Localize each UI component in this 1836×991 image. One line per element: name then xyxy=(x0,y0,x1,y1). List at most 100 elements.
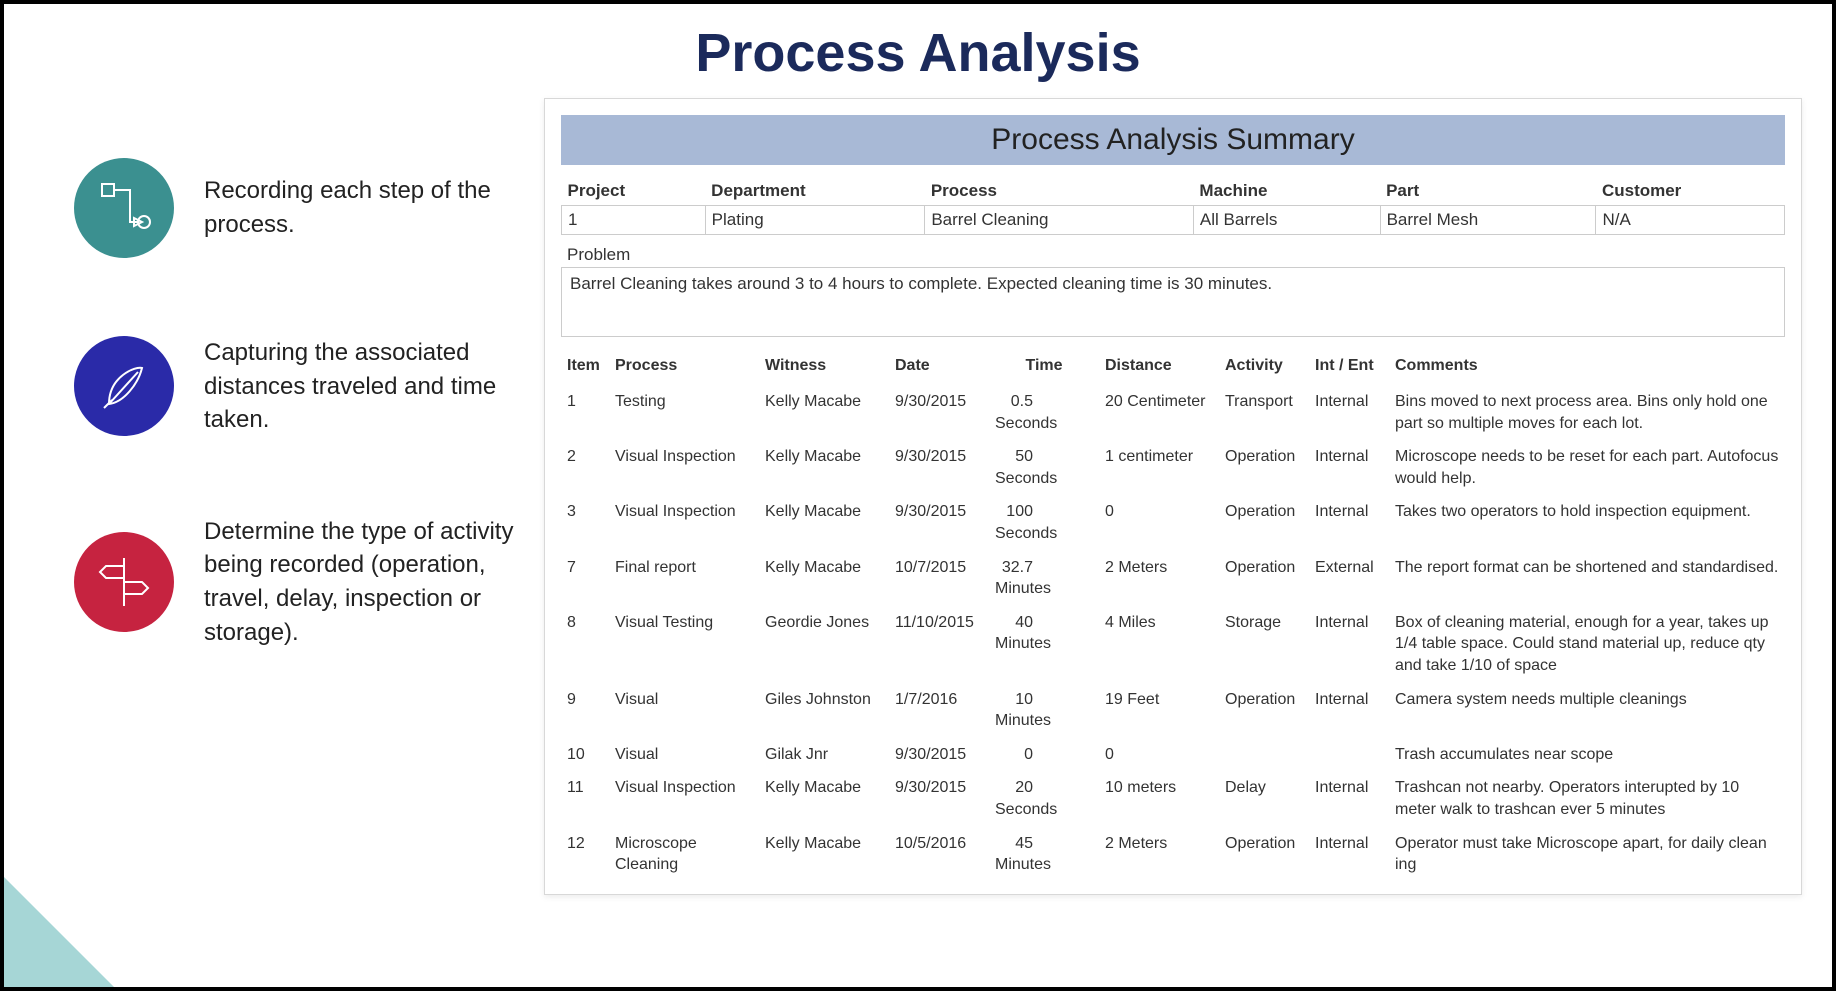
table-row: 3Visual InspectionKelly Macabe9/30/20151… xyxy=(561,495,1785,550)
table-cell: Internal xyxy=(1309,683,1389,738)
signpost-icon-svg xyxy=(94,552,154,612)
table-cell: 2 xyxy=(561,440,609,495)
table-cell: 4 Miles xyxy=(1099,606,1219,683)
table-cell: Final report xyxy=(609,551,759,606)
table-cell: 0 xyxy=(989,738,1099,772)
signpost-icon xyxy=(74,532,174,632)
table-cell: Visual Inspection xyxy=(609,495,759,550)
table-cell: Internal xyxy=(1309,440,1389,495)
slide-frame: Process Analysis Recording each step of … xyxy=(0,0,1836,991)
table-cell: Operation xyxy=(1219,495,1309,550)
meta-label: Customer xyxy=(1596,177,1785,206)
corner-triangle xyxy=(4,877,114,987)
table-cell: Trash accumulates near scope xyxy=(1389,738,1785,772)
table-cell: Internal xyxy=(1309,495,1389,550)
table-cell xyxy=(1219,738,1309,772)
table-cell: Internal xyxy=(1309,771,1389,826)
table-cell: 0 xyxy=(1099,495,1219,550)
table-cell: Bins moved to next process area. Bins on… xyxy=(1389,385,1785,440)
table-cell: Operation xyxy=(1219,440,1309,495)
table-cell: 12 xyxy=(561,827,609,882)
bullet-text: Recording each step of the process. xyxy=(204,174,524,241)
table-cell: Visual Inspection xyxy=(609,440,759,495)
table-cell: External xyxy=(1309,551,1389,606)
table-cell: Operation xyxy=(1219,827,1309,882)
meta-value: All Barrels xyxy=(1193,206,1380,235)
table-cell: Microscope Cleaning xyxy=(609,827,759,882)
table-cell: Internal xyxy=(1309,385,1389,440)
meta-table: Project Department Process Machine Part … xyxy=(561,177,1785,235)
table-cell: Kelly Macabe xyxy=(759,771,889,826)
bullet-item: Determine the type of activity being rec… xyxy=(74,515,524,649)
table-cell: 9/30/2015 xyxy=(889,771,989,826)
table-cell: Geordie Jones xyxy=(759,606,889,683)
col-header: Witness xyxy=(759,351,889,385)
table-cell: The report format can be shortened and s… xyxy=(1389,551,1785,606)
meta-value: Barrel Cleaning xyxy=(925,206,1194,235)
table-cell: Kelly Macabe xyxy=(759,495,889,550)
table-cell: Kelly Macabe xyxy=(759,827,889,882)
problem-label: Problem xyxy=(561,241,1785,267)
table-cell: 10Minutes xyxy=(989,683,1099,738)
table-cell: Visual Inspection xyxy=(609,771,759,826)
table-cell: Kelly Macabe xyxy=(759,551,889,606)
page-title: Process Analysis xyxy=(4,4,1832,98)
table-cell: 9/30/2015 xyxy=(889,385,989,440)
bullet-item: Capturing the associated distances trave… xyxy=(74,336,524,437)
table-cell: 2 Meters xyxy=(1099,551,1219,606)
table-cell: Microscope needs to be reset for each pa… xyxy=(1389,440,1785,495)
meta-label: Machine xyxy=(1193,177,1380,206)
summary-panel: Process Analysis Summary Project Departm… xyxy=(544,98,1802,895)
meta-label: Part xyxy=(1380,177,1596,206)
table-cell: Operator must take Microscope apart, for… xyxy=(1389,827,1785,882)
col-header: Item xyxy=(561,351,609,385)
flow-icon-svg xyxy=(94,178,154,238)
table-cell: Takes two operators to hold inspection e… xyxy=(1389,495,1785,550)
table-cell: 1 centimeter xyxy=(1099,440,1219,495)
table-cell: 11 xyxy=(561,771,609,826)
data-header-row: Item Process Witness Date Time Distance … xyxy=(561,351,1785,385)
table-cell: 1/7/2016 xyxy=(889,683,989,738)
table-cell: Internal xyxy=(1309,827,1389,882)
bullet-item: Recording each step of the process. xyxy=(74,158,524,258)
flow-icon xyxy=(74,158,174,258)
table-cell: 1 xyxy=(561,385,609,440)
meta-label: Process xyxy=(925,177,1194,206)
meta-value-row: 1 Plating Barrel Cleaning All Barrels Ba… xyxy=(562,206,1785,235)
meta-value: N/A xyxy=(1596,206,1785,235)
table-cell: 9/30/2015 xyxy=(889,738,989,772)
col-header: Activity xyxy=(1219,351,1309,385)
meta-header-row: Project Department Process Machine Part … xyxy=(562,177,1785,206)
table-cell: Giles Johnston xyxy=(759,683,889,738)
table-cell: 7 xyxy=(561,551,609,606)
table-cell: Internal xyxy=(1309,606,1389,683)
table-cell: 100Seconds xyxy=(989,495,1099,550)
table-cell: Trashcan not nearby. Operators interupte… xyxy=(1389,771,1785,826)
table-cell: 32.7Minutes xyxy=(989,551,1099,606)
table-cell xyxy=(1309,738,1389,772)
table-row: 2Visual InspectionKelly Macabe9/30/20155… xyxy=(561,440,1785,495)
table-cell: 11/10/2015 xyxy=(889,606,989,683)
table-cell: 3 xyxy=(561,495,609,550)
table-cell: Transport xyxy=(1219,385,1309,440)
bullet-text: Capturing the associated distances trave… xyxy=(204,336,524,437)
table-cell: 20 Centimeter xyxy=(1099,385,1219,440)
table-cell: 50Seconds xyxy=(989,440,1099,495)
table-row: 7Final reportKelly Macabe10/7/201532.7Mi… xyxy=(561,551,1785,606)
table-cell: Kelly Macabe xyxy=(759,440,889,495)
table-cell: 9 xyxy=(561,683,609,738)
col-header: Distance xyxy=(1099,351,1219,385)
table-cell: 9/30/2015 xyxy=(889,440,989,495)
table-row: 12Microscope CleaningKelly Macabe10/5/20… xyxy=(561,827,1785,882)
table-cell: 10/5/2016 xyxy=(889,827,989,882)
feather-icon-svg xyxy=(94,356,154,416)
bullet-text: Determine the type of activity being rec… xyxy=(204,515,524,649)
table-cell: 10/7/2015 xyxy=(889,551,989,606)
table-row: 9VisualGiles Johnston1/7/201610Minutes19… xyxy=(561,683,1785,738)
table-cell: 10 xyxy=(561,738,609,772)
table-cell: 9/30/2015 xyxy=(889,495,989,550)
table-cell: Visual xyxy=(609,738,759,772)
table-cell: 10 meters xyxy=(1099,771,1219,826)
table-cell: 0 xyxy=(1099,738,1219,772)
panel-header: Process Analysis Summary xyxy=(561,115,1785,165)
